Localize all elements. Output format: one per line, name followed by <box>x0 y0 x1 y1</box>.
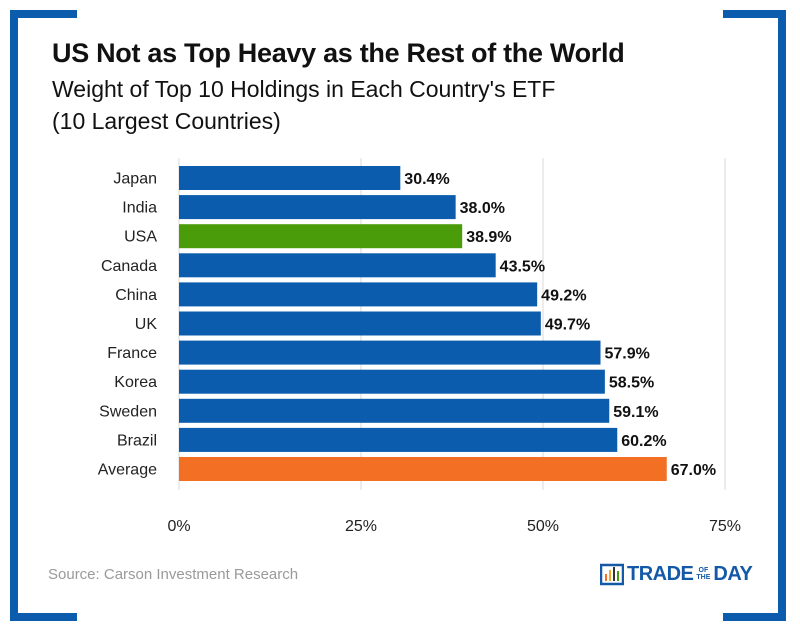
data-label: 57.9% <box>605 346 650 363</box>
category-label: UK <box>135 316 158 333</box>
data-label: 58.5% <box>609 375 654 392</box>
bar-japan <box>179 166 401 190</box>
x-tick-label: 25% <box>345 518 377 535</box>
chart-title: US Not as Top Heavy as the Rest of the W… <box>52 38 625 68</box>
frame-bottom-right <box>723 613 786 621</box>
category-label: Average <box>98 462 157 479</box>
bar-india <box>179 195 456 220</box>
frame-right-vertical <box>778 10 786 621</box>
data-label: 60.2% <box>621 433 666 450</box>
category-label: Canada <box>101 258 157 275</box>
data-label: 30.4% <box>404 171 449 188</box>
chart-logo-icon <box>600 563 624 586</box>
category-label: France <box>107 345 157 362</box>
frame-bottom-left <box>10 613 77 621</box>
bar-average <box>179 457 667 481</box>
data-label: 67.0% <box>671 462 716 479</box>
trade-of-the-day-logo: TRADE OF THE DAY <box>600 562 753 586</box>
category-label: India <box>122 200 157 217</box>
logo-trade: TRADE <box>627 562 694 585</box>
bar-uk <box>179 311 541 336</box>
x-tick-label: 50% <box>527 518 559 535</box>
data-label: 38.9% <box>466 229 511 246</box>
bar-france <box>179 340 601 365</box>
chart-subtitle-line-1: Weight of Top 10 Holdings in Each Countr… <box>52 76 556 102</box>
category-label: China <box>115 287 157 304</box>
frame-top-left <box>10 10 77 18</box>
bar-korea <box>179 369 605 394</box>
category-label: Sweden <box>99 403 157 420</box>
data-label: 43.5% <box>500 258 545 275</box>
data-label: 49.2% <box>541 287 586 304</box>
category-label: USA <box>124 229 157 246</box>
bar-usa <box>179 224 463 249</box>
category-label: Japan <box>113 171 157 188</box>
category-label: Brazil <box>117 432 157 449</box>
frame-left-vertical <box>10 10 18 621</box>
logo-of: OF <box>698 567 709 574</box>
data-label: 38.0% <box>460 200 505 217</box>
chart-subtitle-line-2: (10 Largest Countries) <box>52 108 281 134</box>
x-tick-label: 75% <box>709 518 741 535</box>
x-tick-label: 0% <box>167 518 190 535</box>
bar-canada <box>179 253 496 278</box>
logo-day: DAY <box>713 562 753 585</box>
frame-top-right <box>723 10 786 18</box>
category-label: Korea <box>114 374 157 391</box>
logo-the: THE <box>696 574 711 581</box>
bar-brazil <box>179 427 618 452</box>
bar-china <box>179 282 538 307</box>
data-label: 59.1% <box>613 404 658 421</box>
data-label: 49.7% <box>545 317 590 334</box>
bar-sweden <box>179 398 610 423</box>
source-note: Source: Carson Investment Research <box>48 566 299 583</box>
